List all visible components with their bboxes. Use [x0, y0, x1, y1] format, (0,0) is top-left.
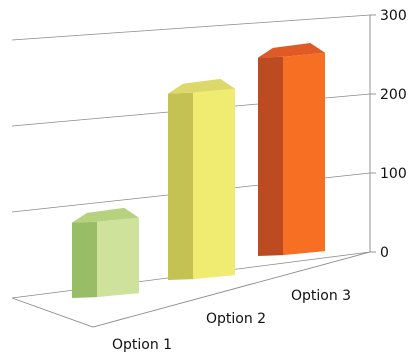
y-axis-tick-labels: 0 100 200 300 — [370, 8, 407, 261]
gridline-300 — [11, 14, 371, 41]
x-category-label: Option 3 — [291, 288, 351, 304]
floor-plane — [11, 251, 371, 328]
y-tick-label: 300 — [380, 8, 407, 24]
floor-outline — [11, 251, 371, 328]
y-tick-label: 100 — [380, 166, 407, 182]
bar-side-face — [168, 92, 193, 281]
bar-side-face — [258, 56, 283, 257]
x-axis-category-labels: Option 1 Option 2 Option 3 — [112, 288, 351, 353]
bar-front-face — [283, 52, 325, 256]
bar-top-face — [72, 207, 139, 223]
bar-front-face — [97, 217, 139, 298]
bar-top-face — [168, 78, 235, 94]
bar-2 — [168, 78, 235, 281]
x-category-label: Option 2 — [206, 311, 266, 327]
bar-front-face — [193, 88, 235, 280]
bar-3 — [258, 42, 325, 257]
bar-top-face — [258, 42, 325, 58]
x-category-label: Option 1 — [112, 337, 172, 353]
y-tick-label: 200 — [380, 87, 407, 103]
bar-side-face — [72, 221, 97, 298]
bar-series — [72, 42, 325, 298]
bar-1 — [72, 207, 139, 298]
y-tick-label: 0 — [380, 245, 389, 261]
